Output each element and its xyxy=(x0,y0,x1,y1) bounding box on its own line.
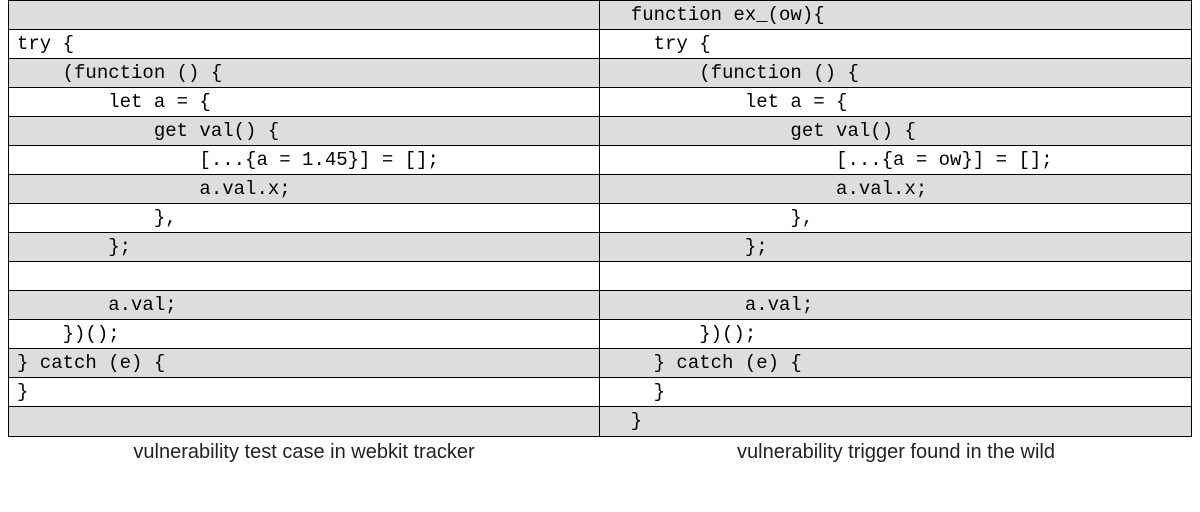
right-column: function ex_(ow){ try { (function () { l… xyxy=(600,1,1191,436)
code-comparison-table: try { (function () { let a = { get val()… xyxy=(8,0,1192,437)
code-line: } catch (e) { xyxy=(9,349,599,378)
figure-container: { "figure": { "type": "table", "backgrou… xyxy=(0,0,1200,512)
code-line xyxy=(9,1,599,30)
code-line: [...{a = ow}] = []; xyxy=(600,146,1191,175)
code-line xyxy=(9,262,599,291)
code-line: })(); xyxy=(600,320,1191,349)
left-caption: vulnerability test case in webkit tracke… xyxy=(8,441,600,464)
code-line: try { xyxy=(600,30,1191,59)
left-column: try { (function () { let a = { get val()… xyxy=(9,1,600,436)
code-line: }, xyxy=(600,204,1191,233)
code-line: (function () { xyxy=(9,59,599,88)
code-line: }; xyxy=(9,233,599,262)
code-line: } xyxy=(600,407,1191,436)
captions-row: vulnerability test case in webkit tracke… xyxy=(8,441,1192,464)
code-line: }, xyxy=(9,204,599,233)
code-line: } xyxy=(9,378,599,407)
code-line: } xyxy=(600,378,1191,407)
code-line: (function () { xyxy=(600,59,1191,88)
code-line: a.val; xyxy=(9,291,599,320)
code-line: [...{a = 1.45}] = []; xyxy=(9,146,599,175)
code-line xyxy=(600,262,1191,291)
code-line: get val() { xyxy=(9,117,599,146)
right-caption: vulnerability trigger found in the wild xyxy=(600,441,1192,464)
code-line xyxy=(9,407,599,436)
code-line: }; xyxy=(600,233,1191,262)
code-line: get val() { xyxy=(600,117,1191,146)
code-line: let a = { xyxy=(600,88,1191,117)
code-line: function ex_(ow){ xyxy=(600,1,1191,30)
code-line: a.val; xyxy=(600,291,1191,320)
code-line: try { xyxy=(9,30,599,59)
code-line: let a = { xyxy=(9,88,599,117)
code-line: })(); xyxy=(9,320,599,349)
code-line: } catch (e) { xyxy=(600,349,1191,378)
code-line: a.val.x; xyxy=(9,175,599,204)
code-line: a.val.x; xyxy=(600,175,1191,204)
